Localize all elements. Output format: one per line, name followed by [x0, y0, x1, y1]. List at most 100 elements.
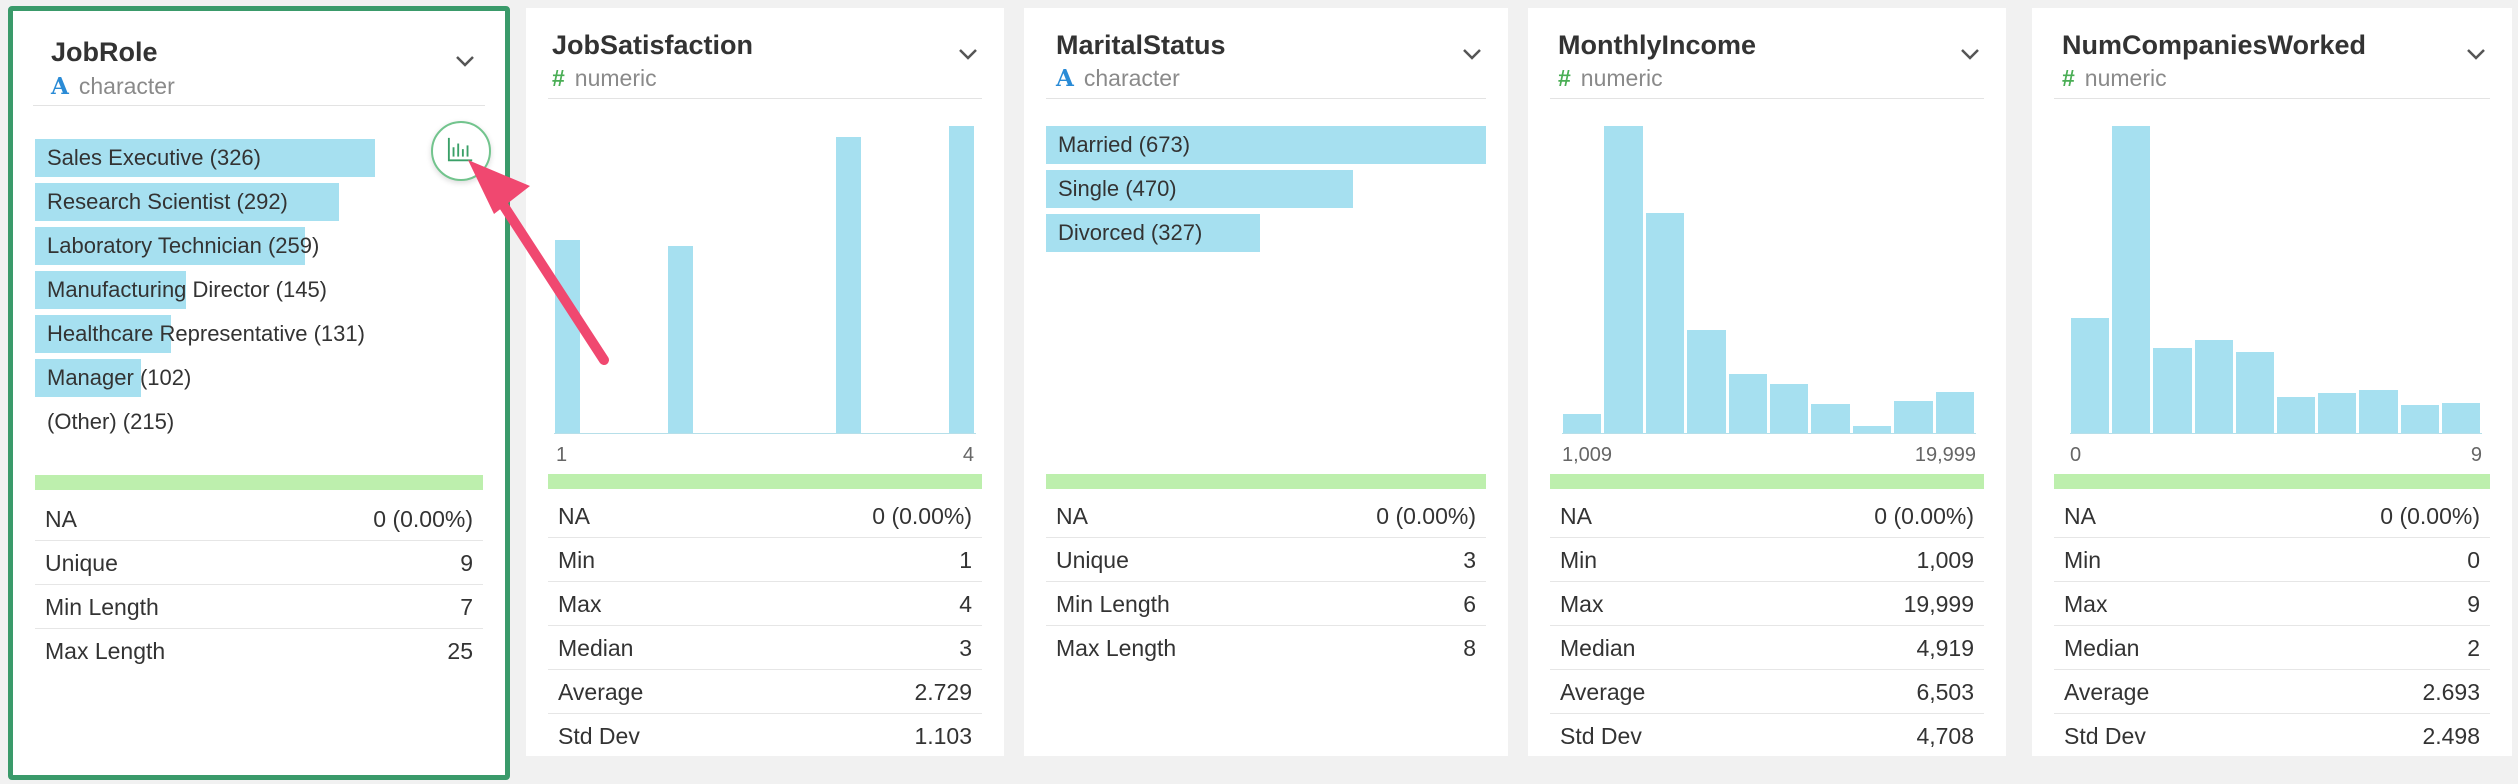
histogram-bar[interactable]: [667, 246, 693, 434]
histogram-bar[interactable]: [836, 137, 862, 434]
na-bar: [1046, 474, 1486, 489]
category-bar[interactable]: [35, 359, 141, 397]
histogram-bar[interactable]: [2441, 403, 2480, 434]
stat-value: 1.103: [914, 723, 972, 749]
chevron-down-icon[interactable]: [1958, 42, 1982, 66]
axis-min-label: 1,009: [1562, 444, 1613, 466]
histogram-bar[interactable]: [2400, 405, 2439, 434]
column-name: NumCompaniesWorked: [2062, 30, 2367, 60]
histogram-bar[interactable]: [1935, 392, 1974, 434]
stat-label: Min: [558, 547, 596, 573]
summary-stats: NA 0 (0.00%) Min 1 Max 4 Median 3 Average 2.729 St…: [548, 494, 982, 757]
axis-max-label: 9: [2470, 444, 2482, 466]
column-header: JobSatisfaction # numeric: [526, 8, 1004, 98]
stat-label: NA: [558, 503, 590, 529]
column-card-monthlyincome[interactable]: MonthlyIncome # numeric 1,009 19,999 NA 0 …: [1528, 8, 2006, 756]
column-header: MonthlyIncome # numeric: [1528, 8, 2006, 98]
category-label: Sales Executive (326): [47, 145, 261, 170]
category-bar[interactable]: [35, 227, 305, 265]
histogram-bar[interactable]: [1687, 330, 1726, 434]
stat-row: Average 2.729: [548, 670, 982, 714]
histogram-bar[interactable]: [1894, 401, 1933, 434]
stat-value: 19,999: [1903, 591, 1974, 617]
category-bar[interactable]: [1046, 126, 1486, 164]
histogram-bar[interactable]: [2235, 352, 2274, 434]
chart-view-button[interactable]: [431, 121, 491, 181]
category-label: Married (673): [1058, 132, 1191, 157]
category-label: Laboratory Technician (259): [47, 233, 320, 258]
category-label: (Other) (215): [47, 409, 175, 434]
stat-label: Min: [2064, 547, 2102, 573]
histogram-bar[interactable]: [2112, 126, 2151, 434]
stat-value: 2: [2467, 635, 2480, 661]
stat-label: Average: [1560, 679, 1646, 705]
histogram-bar[interactable]: [1852, 426, 1892, 434]
histogram-bar[interactable]: [2359, 390, 2398, 434]
stat-row: Median 2: [2054, 626, 2490, 670]
header-divider: [33, 105, 485, 106]
stat-row: Max 4: [548, 582, 982, 626]
histogram-bar[interactable]: [555, 240, 581, 434]
histogram-bar[interactable]: [1728, 374, 1767, 434]
histogram-bar[interactable]: [1604, 126, 1643, 434]
category-bar-chart: Sales Executive (326) Research Scientist …: [35, 131, 483, 451]
category-bar[interactable]: [35, 139, 375, 177]
histogram-bar[interactable]: [2071, 318, 2110, 434]
histogram-bar[interactable]: [948, 126, 974, 434]
stat-row: NA 0 (0.00%): [1046, 494, 1486, 538]
stat-label: NA: [2064, 503, 2096, 529]
na-bar: [2054, 474, 2490, 489]
axis-max-label: 4: [962, 444, 974, 466]
summary-stats: NA 0 (0.00%) Min 1,009 Max 19,999 Median 4,919 A…: [1550, 494, 1984, 757]
stat-label: Average: [558, 679, 644, 705]
stat-label: Median: [2064, 635, 2140, 661]
histogram-bar[interactable]: [2194, 340, 2233, 434]
histogram-bar[interactable]: [2318, 393, 2357, 434]
stat-value: 9: [2467, 591, 2480, 617]
stat-value: 0 (0.00%): [872, 503, 972, 529]
histogram-bar[interactable]: [2277, 397, 2316, 434]
numeric-type-icon: #: [552, 65, 565, 91]
column-card-numcompaniesworked[interactable]: NumCompaniesWorked # numeric 0 9 NA 0 (0.0…: [2032, 8, 2512, 756]
stat-label: NA: [45, 506, 77, 532]
stat-label: Min Length: [1056, 591, 1170, 617]
stat-value: 3: [959, 635, 972, 661]
chevron-down-icon[interactable]: [1460, 42, 1484, 66]
stat-value: 7: [460, 594, 473, 620]
numeric-type-icon: #: [2062, 65, 2075, 91]
stat-row: Std Dev 1.103: [548, 714, 982, 757]
histogram-bar[interactable]: [2153, 348, 2192, 434]
histogram-bar[interactable]: [1770, 384, 1809, 434]
stat-label: Max Length: [45, 638, 166, 664]
stat-value: 1,009: [1916, 547, 1974, 573]
stat-value: 8: [1463, 635, 1476, 661]
category-label: Divorced (327): [1058, 220, 1203, 245]
histogram-bar[interactable]: [1811, 404, 1850, 434]
category-bar[interactable]: [35, 315, 171, 353]
bar-chart-icon: [447, 137, 473, 162]
category-bar[interactable]: [1046, 214, 1260, 252]
chevron-down-icon[interactable]: [453, 49, 477, 73]
histogram-baseline: [1562, 433, 1976, 434]
stat-value: 3: [1463, 547, 1476, 573]
category-label: Research Scientist (292): [47, 189, 288, 214]
category-bar[interactable]: [35, 271, 186, 309]
histogram-bar[interactable]: [1645, 213, 1685, 434]
histogram-bar[interactable]: [1563, 414, 1602, 434]
numeric-type-icon: #: [1558, 65, 1571, 91]
column-card-jobsatisfaction[interactable]: JobSatisfaction # numeric 1 4 NA 0 (0.00%)…: [526, 8, 1004, 756]
category-bar[interactable]: [35, 183, 339, 221]
stat-row: Max Length 25: [35, 629, 483, 672]
category-bar[interactable]: [1046, 170, 1353, 208]
summary-stats: NA 0 (0.00%) Unique 9 Min Length 7 Max Length 2…: [35, 497, 483, 672]
chevron-down-icon[interactable]: [956, 42, 980, 66]
column-type-label: numeric: [2084, 65, 2167, 91]
column-type: # numeric: [1558, 65, 1663, 92]
stat-row: Median 3: [548, 626, 982, 670]
stat-value: 4,919: [1916, 635, 1974, 661]
chevron-down-icon[interactable]: [2464, 42, 2488, 66]
summary-stats: NA 0 (0.00%) Unique 3 Min Length 6 Max Length 8: [1046, 494, 1486, 669]
